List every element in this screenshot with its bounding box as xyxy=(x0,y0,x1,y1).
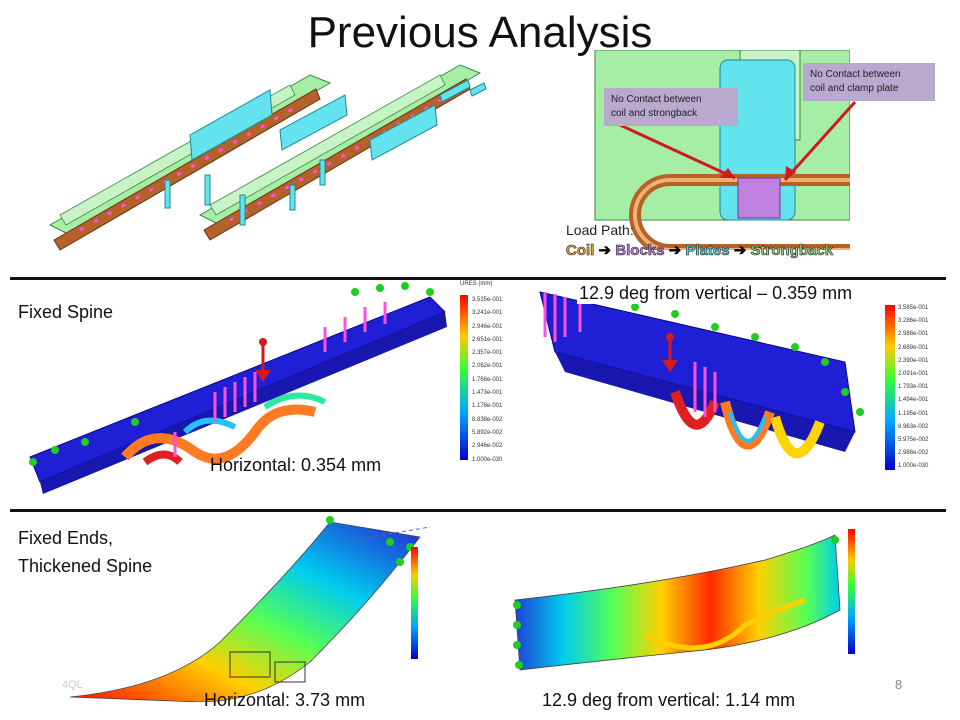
legend-value: 1.793e-001 xyxy=(898,384,929,391)
legend-value: 1.000e-030 xyxy=(472,456,503,463)
callout-strongback-line2: coil and strongback xyxy=(611,108,698,119)
arrow-icon: ➔ xyxy=(598,242,612,259)
load-path-sequence: Coil ➔ Blocks ➔ Plates ➔ Strongback xyxy=(566,241,834,260)
exploded-assembly-figure xyxy=(48,64,487,251)
legend-value: 3.286e-001 xyxy=(898,318,929,325)
load-path-label: Load Path: xyxy=(566,222,634,238)
callout-strongback-line1: No Contact between xyxy=(611,94,702,105)
row2-label-line1: Fixed Ends, xyxy=(18,528,114,548)
legend-right-values: 3.585e-001 3.286e-001 2.988e-001 2.689e-… xyxy=(898,302,928,474)
fea-fixed-ends-horizontal xyxy=(69,516,431,702)
row1-right-caption: 12.9 deg from vertical – 0.359 mm xyxy=(577,283,855,304)
legend-value: 1.494e-001 xyxy=(898,397,929,404)
legend-value: 2.357e-001 xyxy=(472,350,503,357)
legend-value: 2.091e-001 xyxy=(898,371,929,378)
section-divider-2 xyxy=(10,509,946,512)
legend-value: 1.473e-001 xyxy=(472,390,503,397)
section-divider-1 xyxy=(10,277,946,280)
legend-value: 3.241e-001 xyxy=(472,310,503,317)
load-path-coil: Coil xyxy=(566,242,595,260)
arrow-icon: ➔ xyxy=(668,242,682,259)
legend-value: 1.195e-001 xyxy=(898,410,929,417)
legend-value: 2.946e-001 xyxy=(472,323,503,330)
row2-right-caption: 12.9 deg from vertical: 1.14 mm xyxy=(542,690,796,710)
legend-value: 2.651e-001 xyxy=(472,336,503,343)
row1-left-caption: Horizontal: 0.354 mm xyxy=(210,455,382,475)
legend-value: 2.689e-001 xyxy=(898,344,929,351)
callout-strongback: No Contact between coil and strongback xyxy=(604,88,738,126)
legend-colorbar-row2-right xyxy=(848,529,855,654)
callout-arrows xyxy=(619,100,857,182)
legend-colorbar-right xyxy=(885,305,895,470)
callout-clamp-line2: coil and clamp plate xyxy=(810,83,899,94)
coil-section-detail xyxy=(594,50,850,250)
page-number: 8 xyxy=(895,677,903,692)
legend-value: 8.963e-002 xyxy=(898,423,929,430)
legend-value: 2.988e-002 xyxy=(898,450,929,457)
legend-value: 3.535e-001 xyxy=(472,297,503,303)
row2-left-caption: Horizontal: 3.73 mm xyxy=(204,690,366,710)
load-path-strongback: Strongback xyxy=(750,242,834,260)
legend-value: 1.178e-001 xyxy=(472,403,503,410)
callout-clamp-line1: No Contact between xyxy=(810,69,901,80)
fea-fixed-ends-angled xyxy=(513,534,841,671)
load-path-blocks: Blocks xyxy=(615,242,665,260)
legend-value: 3.585e-001 xyxy=(898,305,929,311)
legend-value: 2.062e-001 xyxy=(472,363,503,370)
legend-value: 1.768e-001 xyxy=(472,376,503,383)
callout-clamp-plate: No Contact between coil and clamp plate xyxy=(803,63,935,101)
legend-value: 2.988e-001 xyxy=(898,331,929,338)
legend-left-title: URES (mm) xyxy=(460,281,493,287)
legend-value: 2.946e-002 xyxy=(472,443,503,450)
legend-colorbar-left xyxy=(460,295,468,460)
footer-watermark: 4QL xyxy=(62,679,83,691)
row2-label-line2: Thickened Spine xyxy=(18,556,153,576)
slide-title: Previous Analysis xyxy=(307,8,653,57)
row1-label: Fixed Spine xyxy=(18,302,114,322)
fea-fixed-spine-angled xyxy=(539,291,864,459)
row2-label: Fixed Ends, Thickened Spine xyxy=(18,524,152,580)
load-path-plates: Plates xyxy=(685,242,730,260)
fea-fixed-spine-horizontal xyxy=(29,282,447,494)
legend-value: 1.000e-030 xyxy=(898,463,929,470)
legend-value: 2.390e-001 xyxy=(898,357,929,364)
legend-left-values: 3.535e-001 3.241e-001 2.946e-001 2.651e-… xyxy=(472,294,502,467)
legend-colorbar-row2-left xyxy=(411,547,418,659)
legend-value: 5.892e-002 xyxy=(472,429,503,436)
legend-value: 8.838e-002 xyxy=(472,416,503,423)
arrow-icon: ➔ xyxy=(733,242,747,259)
legend-value: 5.975e-002 xyxy=(898,437,929,444)
